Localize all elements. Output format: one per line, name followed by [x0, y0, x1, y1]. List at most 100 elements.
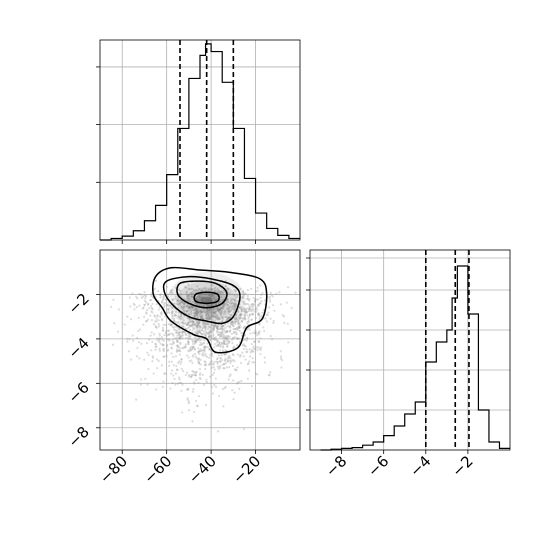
- scatter-point: [167, 308, 170, 311]
- scatter-point: [148, 307, 151, 310]
- scatter-point: [245, 321, 249, 324]
- scatter-point: [227, 317, 230, 320]
- scatter-point: [246, 310, 249, 313]
- scatter-point: [186, 397, 189, 400]
- scatter-point: [223, 362, 226, 366]
- scatter-point: [271, 304, 275, 307]
- scatter-point: [198, 361, 201, 365]
- scatter-point: [217, 301, 221, 304]
- scatter-point: [211, 354, 214, 358]
- scatter-point: [211, 318, 214, 321]
- scatter-point: [226, 318, 229, 321]
- scatter-point: [181, 346, 184, 350]
- scatter-point: [244, 345, 247, 348]
- scatter-point: [201, 354, 205, 357]
- scatter-point: [211, 314, 214, 318]
- scatter-point: [175, 338, 178, 342]
- scatter-point: [287, 341, 290, 344]
- scatter-point: [218, 360, 222, 363]
- scatter-point: [257, 332, 260, 335]
- scatter-point: [170, 346, 173, 349]
- scatter-point: [239, 313, 242, 316]
- scatter-point: [252, 304, 255, 308]
- scatter-point: [199, 317, 202, 320]
- scatter-point: [215, 314, 218, 317]
- scatter-point: [227, 378, 230, 381]
- scatter-point: [160, 364, 163, 367]
- scatter-point: [178, 303, 181, 306]
- scatter-point: [110, 305, 113, 308]
- scatter-point: [153, 314, 156, 317]
- scatter-point: [215, 317, 218, 320]
- scatter-point: [226, 303, 229, 307]
- scatter-point: [149, 304, 153, 308]
- scatter-point: [226, 297, 229, 301]
- scatter-point: [191, 328, 195, 331]
- scatter-point: [168, 304, 171, 307]
- scatter-point: [225, 319, 228, 322]
- scatter-point: [215, 325, 218, 328]
- scatter-point: [178, 328, 181, 331]
- scatter-point: [123, 323, 126, 326]
- scatter-point: [255, 331, 258, 334]
- scatter-point: [211, 310, 214, 313]
- scatter-point: [164, 372, 167, 375]
- scatter-point: [212, 333, 215, 336]
- scatter-point: [198, 321, 201, 325]
- scatter-point: [234, 368, 238, 371]
- scatter-point: [197, 312, 200, 315]
- scatter-point: [130, 358, 133, 361]
- scatter-point: [219, 309, 222, 312]
- scatter-point: [257, 340, 261, 344]
- scatter-point: [243, 313, 246, 316]
- scatter-point: [198, 349, 201, 353]
- scatter-point: [243, 307, 246, 310]
- scatter-point: [193, 410, 196, 414]
- scatter-point: [162, 295, 165, 298]
- scatter-point: [198, 344, 201, 347]
- scatter-point: [191, 347, 194, 350]
- scatter-point: [203, 345, 206, 348]
- scatter-point: [248, 306, 251, 309]
- scatter-point: [158, 349, 161, 352]
- scatter-point: [171, 338, 174, 341]
- scatter-point: [222, 342, 225, 345]
- scatter-point: [285, 301, 288, 304]
- scatter-point: [194, 352, 197, 355]
- scatter-point: [186, 294, 189, 297]
- scatter-point: [174, 295, 177, 298]
- scatter-point: [222, 362, 226, 366]
- scatter-point: [228, 325, 231, 328]
- scatter-point: [187, 356, 190, 359]
- scatter-point: [168, 339, 171, 342]
- scatter-point: [281, 314, 284, 317]
- scatter-point: [185, 304, 189, 308]
- scatter-point: [182, 324, 185, 328]
- scatter-point: [184, 345, 187, 348]
- scatter-point: [194, 308, 197, 311]
- scatter-point: [225, 352, 228, 356]
- scatter-point: [213, 336, 216, 339]
- scatter-point: [223, 339, 226, 342]
- scatter-point: [234, 320, 238, 323]
- scatter-point: [189, 309, 193, 312]
- scatter-point: [223, 336, 226, 339]
- scatter-point: [234, 293, 238, 296]
- y-tick-label: −4: [64, 334, 92, 362]
- scatter-point: [216, 307, 219, 310]
- scatter-point: [198, 329, 201, 332]
- scatter-point: [221, 316, 224, 319]
- scatter-point: [256, 308, 259, 311]
- scatter-point: [155, 326, 158, 330]
- scatter-point: [254, 372, 257, 375]
- scatter-point: [179, 341, 182, 345]
- scatter-point: [187, 313, 190, 316]
- scatter-point: [194, 332, 197, 335]
- bottom-left-axes-frame: [99, 249, 301, 451]
- scatter-point: [229, 321, 232, 325]
- scatter-point: [177, 299, 180, 303]
- scatter-point: [167, 293, 170, 296]
- scatter-point: [171, 306, 174, 309]
- scatter-point: [201, 295, 204, 299]
- scatter-point: [233, 368, 236, 371]
